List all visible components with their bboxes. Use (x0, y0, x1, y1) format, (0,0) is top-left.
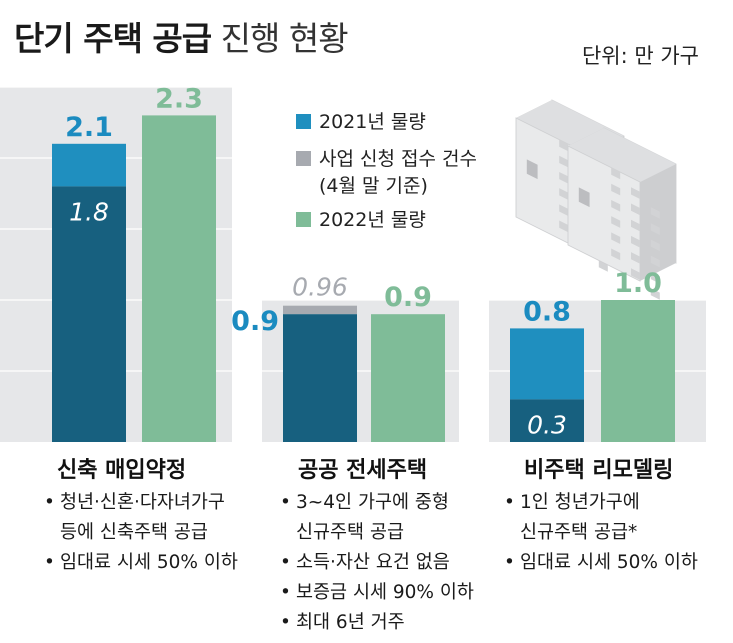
value-label-2022: 0.9 (384, 282, 432, 313)
value-label-applications: 0.96 (292, 273, 348, 302)
bar-2022 (371, 314, 445, 442)
legend-item-2022: 2022년 물량 (296, 205, 426, 232)
legend-label-2022: 2022년 물량 (319, 209, 426, 231)
bar-2021 (283, 314, 357, 442)
bar-2021-upper (510, 328, 584, 400)
title-bold: 단기 주택 공급 (14, 19, 212, 58)
note-item: 소득·자산 요건 없음 (280, 548, 474, 578)
panel-title-new-build: 신축 매입약정 (57, 458, 187, 483)
value-label-2022: 2.3 (155, 83, 203, 114)
note-item: 최대 6년 거주 (280, 608, 474, 638)
bar-2022 (142, 115, 216, 443)
legend-swatch-2021 (296, 114, 311, 129)
legend-label-2021: 2021년 물량 (319, 111, 426, 133)
bar-applications (283, 305, 357, 315)
note-item-continued: 등에 신축주택 공급 (60, 522, 208, 543)
legend-item-2021: 2021년 물량 (296, 107, 426, 134)
legend-item-applications: 사업 신청 접수 건수 (296, 144, 477, 171)
note-item: 임대료 시세 50% 이하 (504, 548, 698, 578)
note-item: 임대료 시세 50% 이하 (44, 548, 238, 578)
panel-title-nonhousing-remodel: 비주택 리모델링 (524, 458, 674, 483)
legend-label-applications-note: (4월 말 기준) (319, 175, 428, 197)
note-item-continued: 신규주택 공급* (520, 522, 638, 543)
bar-2021-upper (52, 143, 126, 187)
value-label-2021: 0.9 (231, 306, 279, 337)
note-item: 1인 청년가구에 (504, 488, 698, 518)
note-item: 보증금 시세 90% 이하 (280, 578, 474, 608)
notes-public-jeonse: 3~4인 가구에 중형 신규주택 공급 소득·자산 요건 없음 보증금 시세 9… (280, 488, 474, 638)
bar-2021-base (510, 399, 584, 442)
panel-title-public-jeonse: 공공 전세주택 (298, 458, 428, 483)
title-light: 진행 현황 (220, 19, 349, 58)
note-item: 3~4인 가구에 중형 (280, 488, 474, 518)
value-label-base: 1.8 (69, 197, 109, 226)
value-label-2021: 2.1 (65, 112, 113, 143)
value-label-2022: 1.0 (614, 268, 662, 299)
bar-2022 (601, 300, 675, 442)
legend-swatch-2022 (296, 212, 311, 227)
note-item-continued: 신규주택 공급 (296, 522, 405, 543)
legend-swatch-applications (296, 151, 311, 166)
value-label-base: 0.3 (527, 410, 567, 439)
apartment-building-icon-2 (567, 127, 677, 300)
legend-item-applications-note: (4월 말 기준) (319, 171, 428, 198)
bar-2021-base (52, 186, 126, 442)
unit-label: 단위: 만 가구 (581, 44, 699, 68)
notes-new-build: 청년·신혼·다자녀가구 등에 신축주택 공급 임대료 시세 50% 이하 (44, 488, 238, 578)
note-item: 청년·신혼·다자녀가구 (44, 488, 238, 518)
notes-nonhousing-remodel: 1인 청년가구에 신규주택 공급* 임대료 시세 50% 이하 (504, 488, 698, 578)
legend-label-applications: 사업 신청 접수 건수 (319, 148, 477, 170)
value-label-2021: 0.8 (523, 296, 571, 327)
page-title: 단기 주택 공급 진행 현황 (14, 12, 349, 60)
